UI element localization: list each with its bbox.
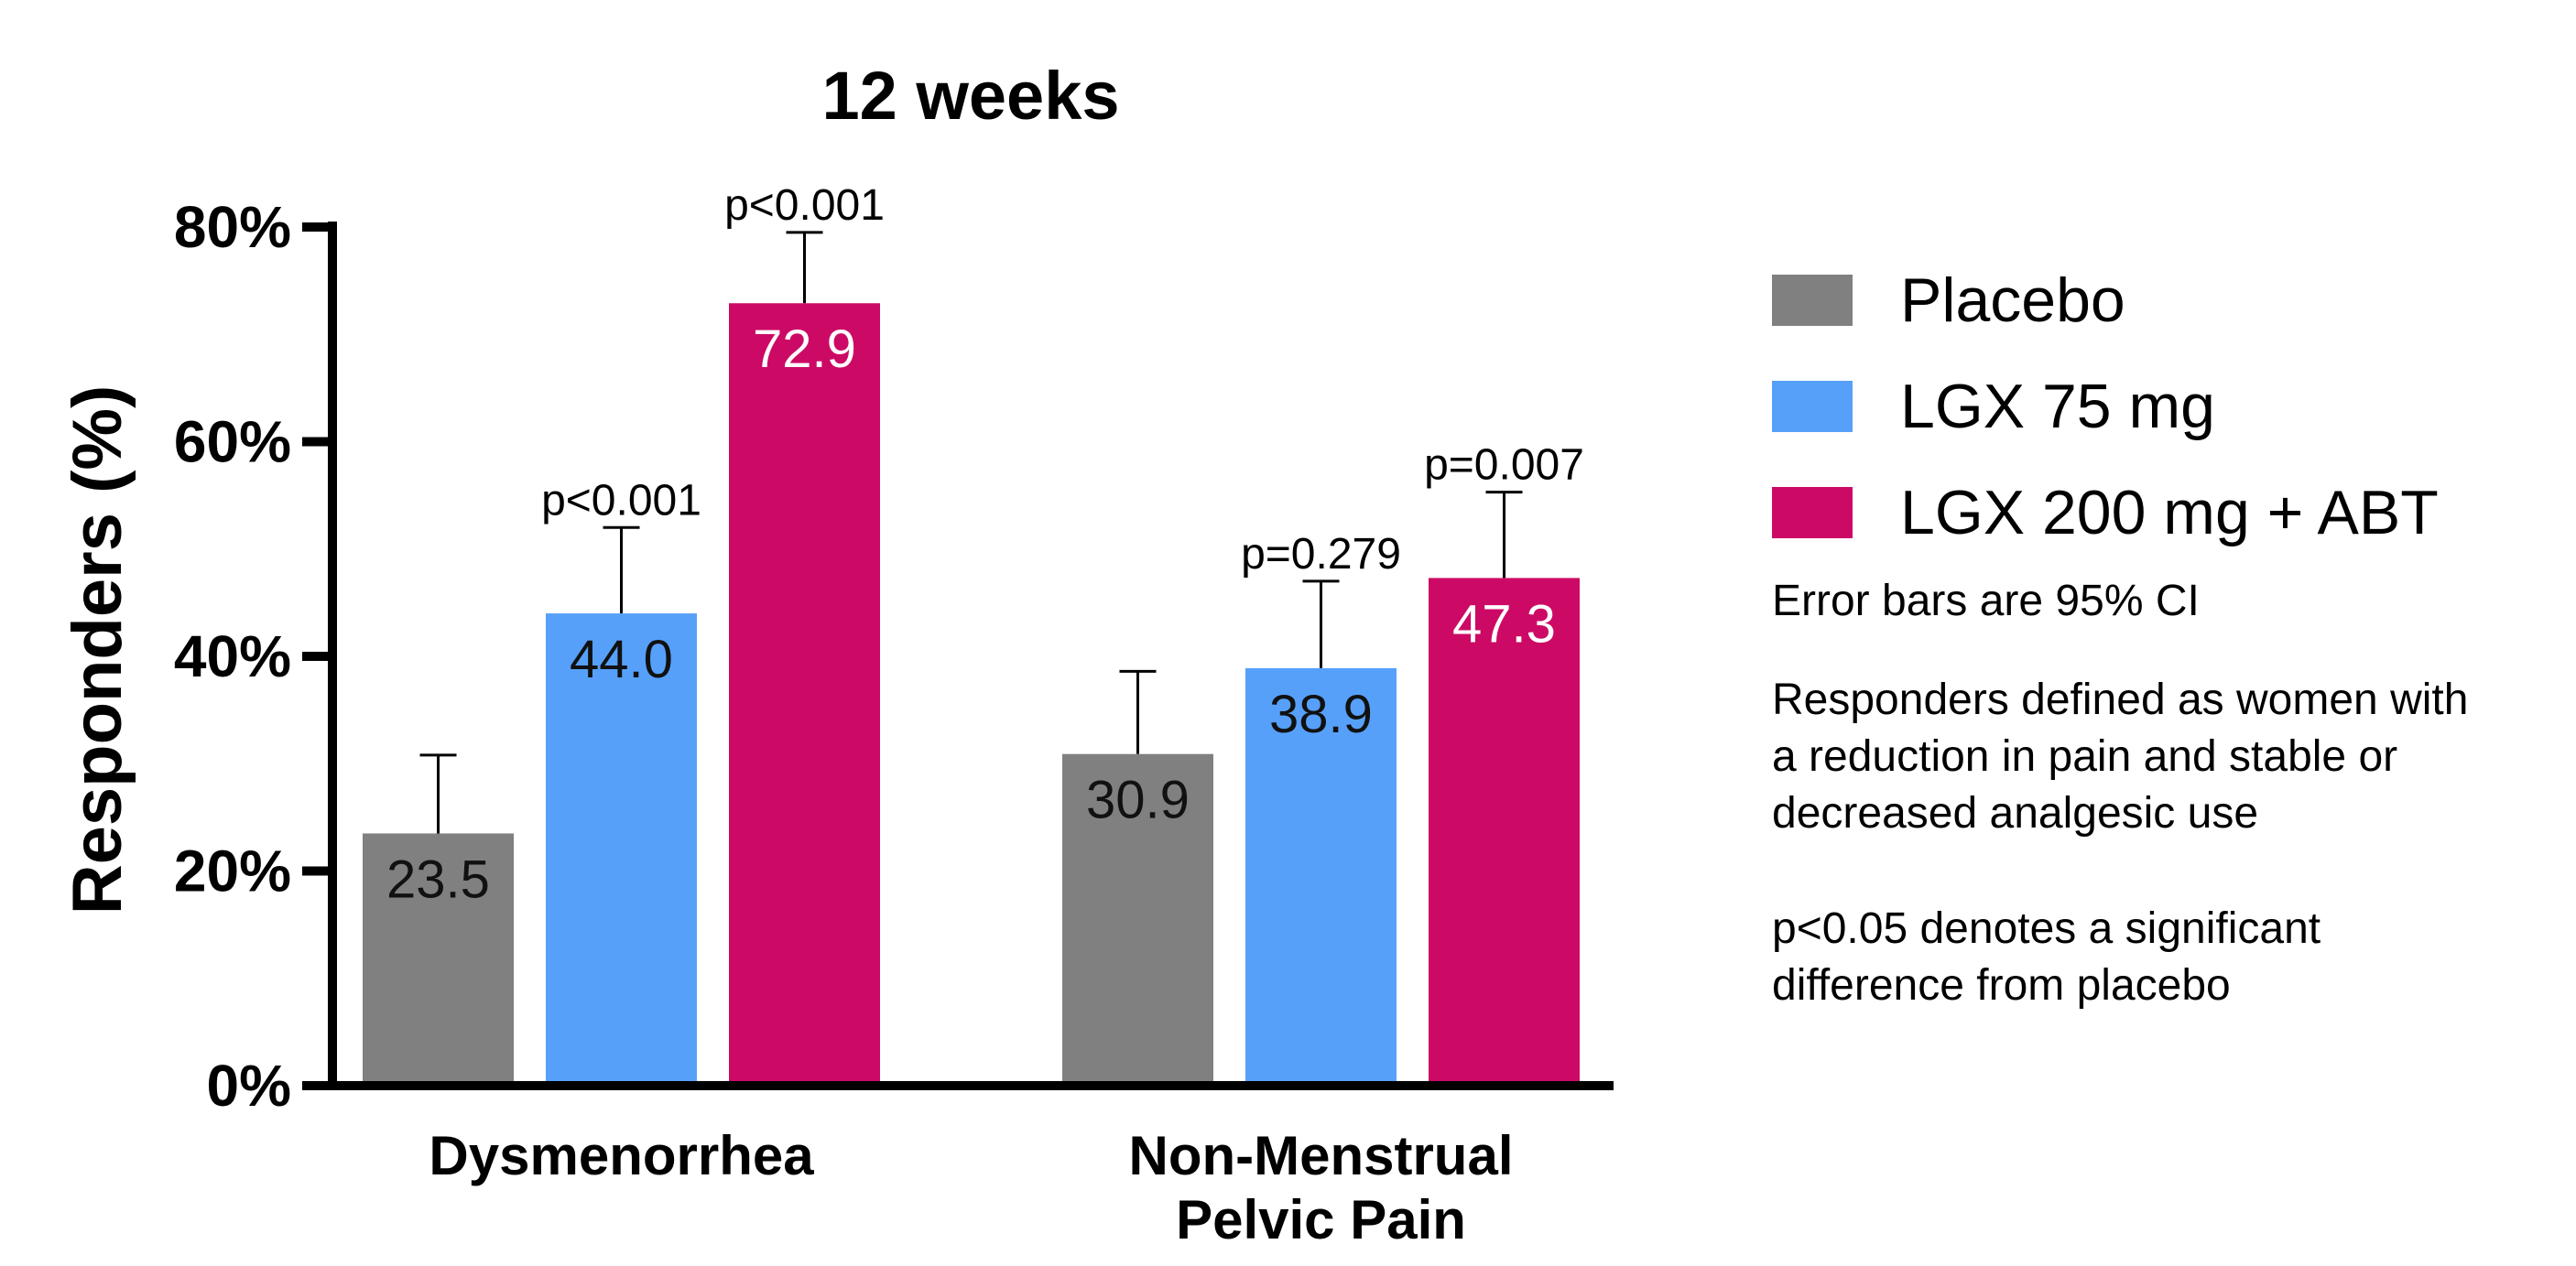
significance-note-line: p<0.05 denotes a significant xyxy=(1772,904,2321,953)
bar xyxy=(1062,753,1213,1086)
y-tick-label: 20% xyxy=(174,839,291,904)
bar-value-label: 23.5 xyxy=(386,849,490,909)
legend-label: LGX 75 mg xyxy=(1900,372,2215,441)
p-value-label: p<0.001 xyxy=(541,476,701,525)
y-tick-label: 60% xyxy=(174,409,291,475)
p-value-label: p<0.001 xyxy=(724,181,885,230)
legend-swatch xyxy=(1772,487,1853,538)
significance-note-line: difference from placebo xyxy=(1772,961,2231,1010)
legend-swatch xyxy=(1772,275,1853,326)
responders-definition-note: Responders defined as women with a reduc… xyxy=(1772,672,2560,842)
y-axis-ticks: 0% 20% 40% 60% 80% xyxy=(174,194,332,1119)
legend-label: LGX 200 mg + ABT xyxy=(1900,478,2439,547)
legend-label: Placebo xyxy=(1900,265,2125,335)
bar xyxy=(729,303,880,1086)
bars: 23.5 30.9 44.0 p<0.001 38.9 p=0.279 72.9 p<0.00… xyxy=(363,181,1584,1086)
p-value-label: p=0.007 xyxy=(1424,441,1584,490)
error-bars-note: Error bars are 95% CI xyxy=(1772,577,2200,625)
x-tick-label: Non-Menstrual xyxy=(1129,1125,1514,1186)
responders-note-line: a reduction in pain and stable or xyxy=(1772,732,2398,781)
x-tick-label: Dysmenorrhea xyxy=(429,1125,814,1186)
y-tick-label: 0% xyxy=(207,1053,292,1119)
bar-value-label: 44.0 xyxy=(570,630,673,689)
y-tick-label: 40% xyxy=(174,623,291,689)
chart-title: 12 weeks xyxy=(821,58,1119,134)
legend: Placebo LGX 75 mg LGX 200 mg + ABT xyxy=(1772,247,2560,566)
legend-item: LGX 200 mg + ABT xyxy=(1772,460,2560,566)
responders-note-line: decreased analgesic use xyxy=(1772,789,2259,838)
bar-value-label: 72.9 xyxy=(753,319,856,379)
x-tick-label: Pelvic Pain xyxy=(1176,1189,1466,1250)
p-value-label: p=0.279 xyxy=(1241,530,1401,579)
legend-item: LGX 75 mg xyxy=(1772,353,2560,460)
bar-value-label: 47.3 xyxy=(1452,594,1556,654)
bar xyxy=(1429,578,1580,1086)
bar xyxy=(546,613,697,1086)
legend-item: Placebo xyxy=(1772,247,2560,353)
significance-note: p<0.05 denotes a significant difference … xyxy=(1772,901,2560,1014)
y-axis-label: Responders (%) xyxy=(59,385,136,915)
y-tick-label: 80% xyxy=(174,194,291,260)
bar xyxy=(1245,667,1397,1086)
bar xyxy=(363,833,514,1086)
legend-swatch xyxy=(1772,381,1853,432)
bar-chart: 12 weeks Responders (%) 0% 20% 40% 60% 80% 2… xyxy=(59,58,1614,1250)
responders-note-line: Responders defined as women with xyxy=(1772,676,2469,724)
bar-value-label: 38.9 xyxy=(1269,685,1373,744)
bar-value-label: 30.9 xyxy=(1086,771,1190,830)
axes xyxy=(302,222,1614,1090)
